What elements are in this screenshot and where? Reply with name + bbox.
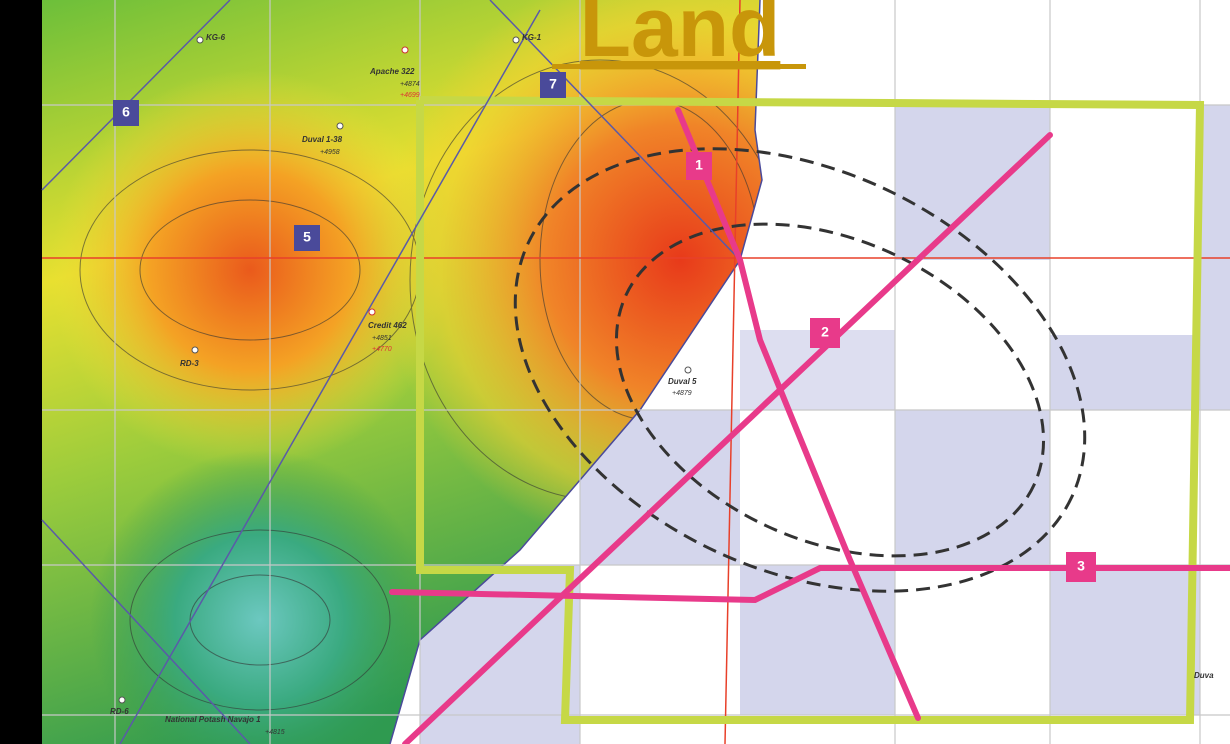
well-name: Duval 5 xyxy=(668,377,697,386)
well-depth: +4815 xyxy=(265,729,285,736)
well-name: RD-6 xyxy=(110,707,129,716)
well-name: Duva xyxy=(1194,671,1214,680)
line-label: 2 xyxy=(821,324,829,340)
well-name: KG-1 xyxy=(522,33,542,42)
line-label: 7 xyxy=(549,76,557,92)
well-name: Duval 1-38 xyxy=(302,135,343,144)
blue-lines xyxy=(41,0,741,744)
title: Land xyxy=(580,0,781,74)
well-name: Credit 462 xyxy=(368,321,407,330)
well-name: Apache 322 xyxy=(369,67,415,76)
well-depth: +4851 xyxy=(372,335,392,342)
well-name: KG-6 xyxy=(206,33,226,42)
line-label: 1 xyxy=(695,157,703,173)
well-depth: +4879 xyxy=(672,390,692,397)
well-depth: +4874 xyxy=(400,81,420,88)
line-label: 6 xyxy=(122,104,130,120)
lease-outline xyxy=(416,96,1205,724)
lease-tracts xyxy=(420,105,1230,744)
line-labels: 6 7 5 1 2 3 xyxy=(113,72,1096,582)
line-label: 5 xyxy=(303,229,311,245)
well-name: RD-3 xyxy=(180,359,199,368)
dashed-contours xyxy=(513,147,1087,593)
line-label: 3 xyxy=(1077,558,1085,574)
well-depth: +4770 xyxy=(372,346,392,353)
wells: KG-6 KG-1 Apache 322 +4874 +4699 Duval 1… xyxy=(110,33,1214,736)
contour-edge xyxy=(389,0,763,744)
seismic-lines xyxy=(389,107,1230,744)
well-depth: +4958 xyxy=(320,149,340,156)
well-name: National Potash Navajo 1 xyxy=(165,715,261,724)
well-depth: +4699 xyxy=(400,92,420,99)
title-underline xyxy=(552,64,806,69)
red-lines xyxy=(42,0,1230,744)
